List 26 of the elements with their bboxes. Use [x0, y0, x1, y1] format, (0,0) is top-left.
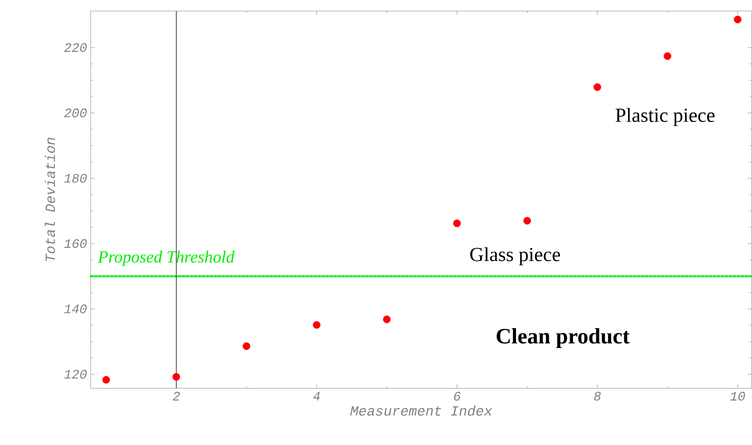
x-tick-label: 6 — [454, 392, 460, 401]
point — [242, 342, 250, 350]
x-tick-label: 10 — [730, 392, 746, 401]
annotation: Plastic piece — [616, 108, 714, 126]
x-tick-label: 2 — [172, 392, 180, 400]
annotation: Glass piece — [470, 247, 560, 266]
point — [312, 321, 320, 329]
annotation: Clean product — [496, 328, 630, 348]
x-axis-title: Measurement Index — [350, 405, 492, 416]
point — [383, 316, 391, 324]
point — [523, 216, 531, 225]
x-tick-label: 4 — [313, 392, 320, 400]
y-tick-label: 220 — [64, 43, 87, 52]
y-tick-label: 200 — [64, 108, 87, 118]
y-tick-label: 180 — [64, 174, 87, 183]
point — [734, 16, 742, 24]
x-tick-label: 8 — [594, 392, 601, 401]
y-tick-label: 120 — [64, 370, 87, 379]
point — [102, 376, 110, 384]
point — [664, 52, 672, 60]
point — [172, 373, 180, 381]
y-tick-label: 160 — [64, 239, 87, 248]
point — [594, 83, 602, 91]
y-axis-title: Total Deviation — [44, 138, 56, 262]
y-tick-label: 140 — [64, 304, 87, 314]
point — [453, 220, 461, 228]
